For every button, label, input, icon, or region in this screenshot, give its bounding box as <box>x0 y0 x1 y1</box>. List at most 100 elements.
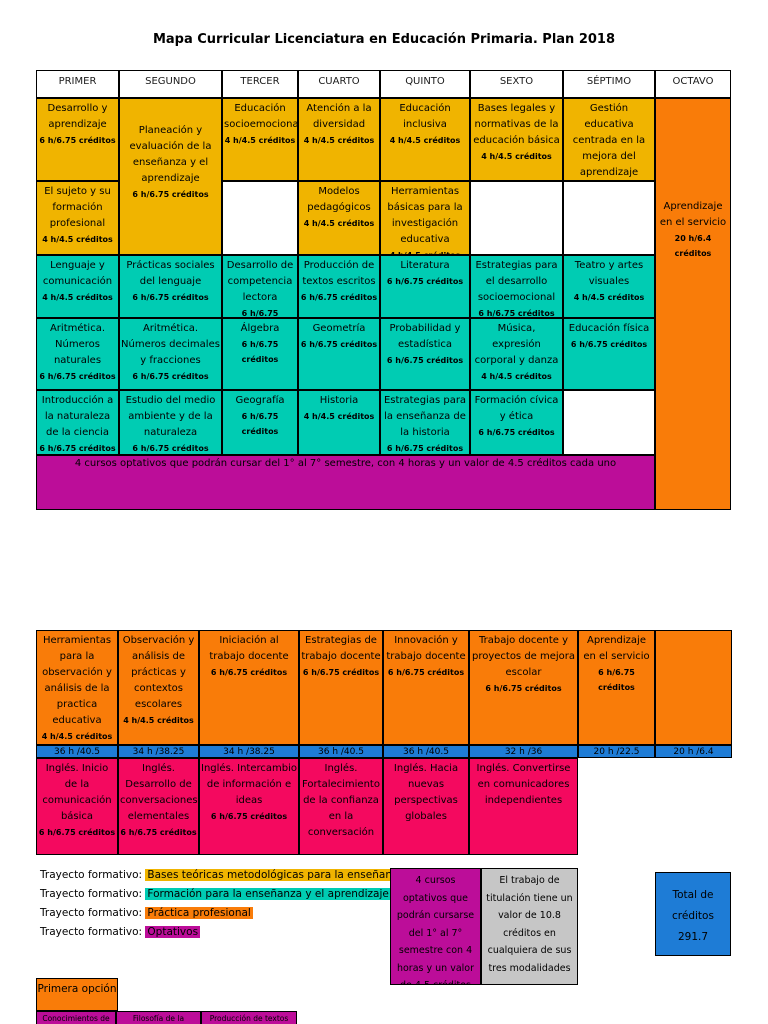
course-title: Literatura <box>400 260 450 271</box>
header-semester-8: OCTAVOSEMESTRE <box>655 70 731 98</box>
course-title: Introducción a la naturaleza de la cienc… <box>41 395 114 438</box>
curriculum-table-main: PRIMERSEMESTRE SEGUNDOSEMESTRE TERCERSEM… <box>36 70 731 510</box>
course-title: Lenguaje y comunicación <box>42 260 113 287</box>
total-credits-value: 291.7 <box>677 931 709 943</box>
english-course-cell: Inglés. Convertirse en comunicadores ind… <box>469 758 578 855</box>
course-title: Herramientas básicas para la investigaci… <box>387 186 463 245</box>
course-title: Geometría <box>312 323 366 334</box>
page-title: Mapa Curricular Licenciatura en Educació… <box>152 32 616 47</box>
totals-cell: 34 h /38.25 <box>118 745 199 758</box>
course-title: Educación socioemocional <box>224 103 298 130</box>
course-credits: 6 h/6.75 créditos <box>38 828 116 837</box>
total-credits-box: Total de créditos 291.7 <box>655 872 731 956</box>
course-credits: 4 h/4.5 créditos <box>573 293 645 302</box>
course-credits: 4 h/4.5 créditos <box>303 136 375 145</box>
course-title: Inglés. Inicio de la comunicación básica <box>42 763 112 822</box>
course-title: El sujeto y su formación profesional <box>44 186 111 229</box>
course-title: Producción de textos escritos <box>302 260 376 287</box>
empty-cell <box>222 181 298 255</box>
legend-prefix: Trayecto formativo: <box>40 907 143 919</box>
course-credits: 4 h/4.5 créditos <box>41 732 113 741</box>
totals-cell: 20 h /22.5 <box>578 745 655 758</box>
course-title: Formación cívica y ética <box>474 395 559 422</box>
course-title: Aprendizaje en el servicio <box>659 201 727 228</box>
course-cell: Estrategias de trabajo docente 6 h/6.75 c… <box>299 630 383 745</box>
course-cell: Producción de textos escritos 6 h/6.75 cr… <box>298 255 380 318</box>
course-title: Prácticas sociales del lenguaje <box>126 260 215 287</box>
course-title: Planeación y evaluación de la enseñanza … <box>129 125 212 184</box>
course-cell: Desarrollo y aprendizaje 6 h/6.75 crédito… <box>36 98 119 181</box>
header-semester-1: PRIMERSEMESTRE <box>36 70 119 98</box>
course-title: Historia <box>319 395 359 406</box>
english-course-cell: Inglés. Hacia nuevas perspectivas global… <box>383 758 469 855</box>
blank-area <box>655 758 732 855</box>
course-title: Bases legales y normativas de la educaci… <box>473 103 560 146</box>
course-title: Observación y análisis de prácticas y co… <box>122 635 195 710</box>
optativos-band: 4 cursos optativos que podrán cursar del… <box>36 455 655 510</box>
course-credits: 6 h/6.75 créditos <box>570 340 648 349</box>
legend-item-formacion: Formación para la enseñanza y el aprendi… <box>145 888 391 900</box>
legend-line: Trayecto formativo: Formación para la en… <box>40 885 406 904</box>
header-label: QUINTO <box>405 76 445 87</box>
course-title: Aritmética. Números decimales y fraccion… <box>121 323 220 366</box>
course-title: Herramientas para la observación y análi… <box>42 635 112 726</box>
strip-cell: Conocimientos de <box>36 1011 116 1024</box>
course-credits: 4 h/4.5 créditos <box>42 293 113 302</box>
bottom-strip: Conocimientos de Filosofía de la Producc… <box>36 1011 297 1024</box>
course-cell: Música, expresión corporal y danza 4 h/4.… <box>470 318 563 390</box>
legend-prefix: Trayecto formativo: <box>40 888 143 900</box>
legend-prefix: Trayecto formativo: <box>40 869 143 881</box>
legend-line: Trayecto formativo: Práctica profesional <box>40 904 406 923</box>
legend-line: Trayecto formativo: Optativos <box>40 923 406 942</box>
curriculum-table-practice: Herramientas para la observación y análi… <box>36 630 732 855</box>
header-label: SEXTO <box>499 76 534 87</box>
course-cell: Desarrollo de competencia lectora 6 h/6.7… <box>222 255 298 318</box>
strip-cell: Filosofía de la <box>116 1011 201 1024</box>
course-cell: Probabilidad y estadística 6 h/6.75 crédi… <box>380 318 470 390</box>
course-cell: Atención a la diversidad 4 h/4.5 créditos <box>298 98 380 181</box>
course-credits: 6 h/6.75 créditos <box>132 190 209 199</box>
course-cell: Estrategias para el desarrollo socioemoc… <box>470 255 563 318</box>
course-credits: 20 h/6.4 créditos <box>674 234 712 259</box>
totals-cell: 36 h /40.5 <box>299 745 383 758</box>
course-credits: 4 h/4.5 créditos <box>481 372 552 381</box>
course-credits: 6 h/6.75 créditos <box>386 356 464 365</box>
empty-cell <box>655 630 732 745</box>
header-semester-3: TERCERSEMESTRE <box>222 70 298 98</box>
course-credits: 6 h/6.75 créditos <box>132 444 209 453</box>
course-credits: 6 h/6.75 créditos <box>132 372 209 381</box>
course-cell: El sujeto y su formación profesional 4 h/… <box>36 181 119 255</box>
course-title: Educación física <box>568 323 650 334</box>
course-title: Desarrollo de competencia lectora <box>226 260 294 303</box>
optativos-note-box: 4 cursos optativos que podrán cursarse d… <box>390 868 481 985</box>
course-credits: 6 h/6.75 créditos <box>241 412 279 437</box>
course-cell-servicio: Aprendizaje en el servicio 20 h/6.4 crédi… <box>655 98 731 510</box>
course-title: Álgebra <box>240 323 280 334</box>
course-credits: 6 h/6.75 créditos <box>39 372 116 381</box>
header-semester-2: SEGUNDOSEMESTRE <box>119 70 222 98</box>
course-title: Aritmética. Números naturales <box>49 323 106 366</box>
course-credits: 4 h/4.5 créditos <box>481 152 552 161</box>
course-title: Aprendizaje en el servicio <box>583 635 650 662</box>
course-cell: Aprendizaje en el servicio 6 h/6.75 crédi… <box>578 630 655 745</box>
course-title: Geografía <box>235 395 285 406</box>
course-cell: Álgebra 6 h/6.75 créditos <box>222 318 298 390</box>
header-label: OCTAVO <box>672 76 714 87</box>
english-course-cell: Inglés. Inicio de la comunicación básica… <box>36 758 118 855</box>
course-cell: Prácticas sociales del lenguaje 6 h/6.75 … <box>119 255 222 318</box>
header-label: SEGUNDO <box>145 76 196 87</box>
course-credits: 4 h/4.5 créditos <box>224 136 296 145</box>
course-credits: 6 h/6.75 créditos <box>210 668 288 677</box>
course-cell: Historia 4 h/4.5 créditos <box>298 390 380 455</box>
course-cell: Iniciación al trabajo docente 6 h/6.75 cr… <box>199 630 299 745</box>
course-cell: Innovación y trabajo docente 6 h/6.75 cré… <box>383 630 469 745</box>
course-credits: 4 h/4.5 créditos <box>382 248 468 254</box>
header-semester-7: SÉPTIMOSEMESTRE <box>563 70 655 98</box>
english-course-cell: Inglés. Intercambio de información e ide… <box>199 758 299 855</box>
legend-item-optativos: Optativos <box>145 926 201 938</box>
course-credits: 6 h/6.75 créditos <box>478 309 555 318</box>
course-credits: 4 h/4.5 créditos <box>42 235 113 244</box>
course-cell: Aritmética. Números decimales y fraccion… <box>119 318 222 390</box>
course-title: Estudio del medio ambiente y de la natur… <box>125 395 216 438</box>
course-cell: Herramientas para la observación y análi… <box>36 630 118 745</box>
